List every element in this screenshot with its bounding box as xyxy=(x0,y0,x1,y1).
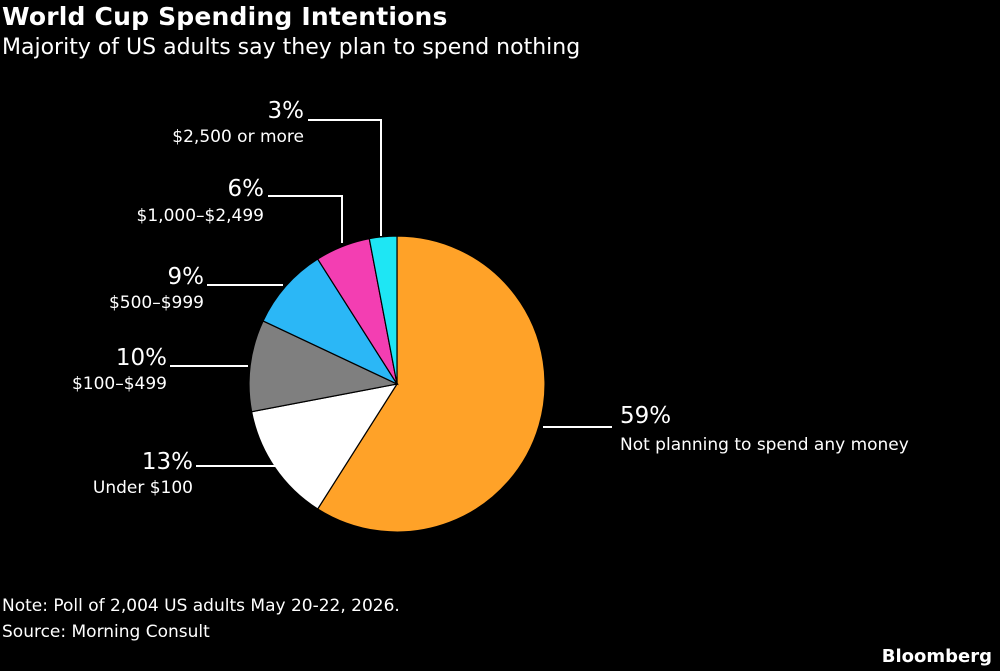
slice-category-label: $500–$999 xyxy=(109,293,204,313)
slice-category-label: $2,500 or more xyxy=(172,127,304,147)
slice-percent-label: 6% xyxy=(228,176,265,202)
slice-percent-label: 13% xyxy=(142,449,193,475)
chart-title: World Cup Spending Intentions xyxy=(2,2,448,31)
slice-percent-label: 10% xyxy=(116,345,167,371)
chart-subtitle: Majority of US adults say they plan to s… xyxy=(2,35,581,60)
pie-slice xyxy=(368,235,398,385)
slice-percent-label: 3% xyxy=(268,98,305,124)
pie-slice xyxy=(250,383,399,510)
slice-category-label: Not planning to spend any money xyxy=(620,435,909,455)
slice-category-label: $1,000–$2,499 xyxy=(137,206,264,226)
slice-percent-label: 59% xyxy=(620,403,671,429)
pie-slice xyxy=(248,320,399,413)
pie-slice xyxy=(262,258,399,386)
chart-note: Note: Poll of 2,004 US adults May 20-22,… xyxy=(2,596,400,616)
bloomberg-logo: Bloomberg xyxy=(881,646,992,667)
pie-slice xyxy=(316,235,546,533)
slice-category-label: $100–$499 xyxy=(72,374,167,394)
leader-line xyxy=(308,119,382,236)
chart-source: Source: Morning Consult xyxy=(2,622,210,642)
leader-line xyxy=(268,195,343,243)
slice-percent-label: 9% xyxy=(168,264,205,290)
slice-category-label: Under $100 xyxy=(93,478,193,498)
